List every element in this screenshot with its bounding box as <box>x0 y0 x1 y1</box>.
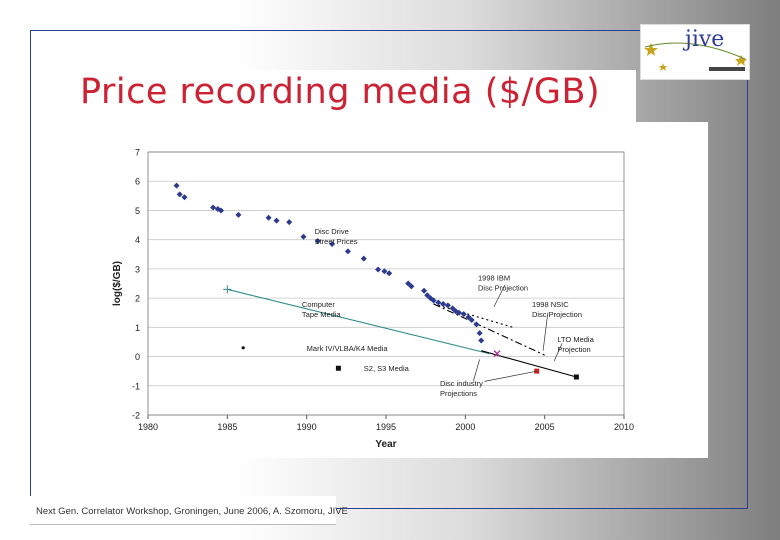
x-tick-label: 1980 <box>138 422 158 432</box>
data-point <box>424 292 431 299</box>
title-box <box>72 70 636 122</box>
data-point <box>381 268 388 275</box>
annotation-label: 1998 IBM <box>478 274 510 283</box>
data-point <box>405 280 412 287</box>
footer-text: Next Gen. Correlator Workshop, Groningen… <box>36 506 348 517</box>
leader-line <box>493 284 506 308</box>
data-point <box>435 299 442 306</box>
data-point <box>360 255 367 262</box>
footer-box <box>30 496 336 525</box>
leader-line <box>553 343 563 362</box>
annotation-label: Disc Projection <box>532 310 582 319</box>
data-point <box>286 219 293 226</box>
data-point <box>478 337 485 344</box>
data-point <box>430 297 437 304</box>
y-tick-label: 3 <box>135 264 140 274</box>
marker-point <box>493 350 501 358</box>
frame-top <box>30 30 748 31</box>
y-axis-label: log($/GB) <box>112 261 123 306</box>
data-point <box>265 214 272 221</box>
annotation-label: Projections <box>440 389 477 398</box>
frame-right <box>747 30 748 509</box>
data-point <box>235 211 242 218</box>
series-line <box>433 303 545 356</box>
x-tick-label: 1985 <box>217 422 237 432</box>
slide-title: Price recording media ($/GB) <box>80 72 601 112</box>
x-tick-label: 1990 <box>297 422 317 432</box>
annotation-label: Disc industry <box>440 379 483 388</box>
series-line <box>227 288 490 355</box>
annotation-label: Street Prices <box>315 237 358 246</box>
marker-point <box>573 374 579 380</box>
y-tick-label: 0 <box>135 352 140 362</box>
y-tick-label: 7 <box>135 148 140 158</box>
data-point <box>468 317 475 324</box>
leader-line <box>472 359 480 382</box>
x-tick-label: 2000 <box>455 422 475 432</box>
y-tick-label: 5 <box>135 206 140 216</box>
annotation-label: S2, S3 Media <box>364 364 410 373</box>
x-tick-label: 2005 <box>535 422 555 432</box>
y-tick-label: -1 <box>132 381 140 391</box>
data-point <box>214 205 221 212</box>
x-tick-label: 1995 <box>376 422 396 432</box>
marker-point <box>335 365 341 371</box>
annotation-label: Disc Drive <box>315 227 349 236</box>
series-line <box>433 303 514 328</box>
y-tick-label: 6 <box>135 177 140 187</box>
data-point <box>476 330 483 337</box>
data-point <box>344 248 351 255</box>
data-point <box>375 266 382 273</box>
data-point <box>300 233 307 240</box>
logo-subtext <box>709 65 745 75</box>
data-point <box>440 300 447 307</box>
data-point <box>421 287 428 294</box>
annotation-label: Projection <box>557 345 590 354</box>
annotation-label: LTO Media <box>557 335 594 344</box>
data-point <box>449 305 456 312</box>
data-point <box>386 270 393 277</box>
logo-stars-icon <box>644 42 747 71</box>
x-tick-label: 2010 <box>614 422 634 432</box>
frame-bottom <box>30 508 748 509</box>
annotation-label: Computer <box>302 300 335 309</box>
data-point <box>455 309 462 316</box>
leader-line <box>484 370 537 382</box>
leader-line <box>542 312 549 351</box>
series-line <box>481 350 577 378</box>
plot-area <box>147 151 625 416</box>
logo-text: jive <box>685 27 725 52</box>
y-tick-label: 2 <box>135 294 140 304</box>
x-axis-label: Year <box>375 439 396 450</box>
data-point <box>314 238 321 245</box>
data-point <box>181 194 188 201</box>
marker-point <box>241 346 245 350</box>
jive-logo: jive <box>640 24 750 80</box>
annotation-label: Mark IV/VLBA/K4 Media <box>307 344 389 353</box>
data-point <box>176 191 183 198</box>
y-tick-label: -2 <box>132 411 140 421</box>
chart-panel: 7 6 5 4 3 2 1 0 -1 -2 1980 1985 1990 1995 2000 2005 2010… <box>72 122 708 458</box>
annotation-label: 1998 NSIC <box>532 300 569 309</box>
data-point <box>210 204 217 211</box>
data-point <box>408 283 415 290</box>
data-point <box>444 302 451 309</box>
logo-sub-mark <box>709 67 745 71</box>
data-point <box>460 311 467 318</box>
data-point <box>173 182 180 189</box>
data-point <box>473 321 480 328</box>
data-point <box>329 241 336 248</box>
frame-left <box>30 30 31 508</box>
data-point <box>273 217 280 224</box>
data-point <box>465 314 472 321</box>
data-point <box>217 207 224 214</box>
y-tick-label: 4 <box>135 235 140 245</box>
y-tick-label: 1 <box>135 323 140 333</box>
annotation-label: Tape Media <box>302 310 342 319</box>
